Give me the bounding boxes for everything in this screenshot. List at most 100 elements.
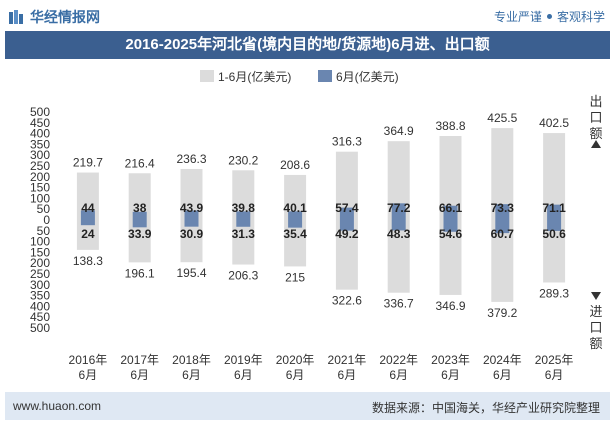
bar-cumulative-export (128, 173, 151, 220)
bar-monthly-export (132, 211, 147, 220)
x-tick-label: 6月 (493, 368, 512, 382)
bar-cumulative-import (491, 220, 514, 302)
data-label-monthly-export: 77.2 (387, 201, 411, 215)
data-label-cumulative-export: 236.3 (176, 152, 206, 166)
data-label-monthly-import: 31.3 (232, 227, 256, 241)
data-label-monthly-export: 44 (81, 201, 95, 215)
bar-cumulative-import (180, 220, 203, 263)
x-tick-label: 2023年 (431, 353, 470, 367)
down-arrow-icon (591, 292, 601, 300)
data-label-cumulative-export: 316.3 (332, 135, 362, 149)
x-tick-label: 6月 (79, 368, 98, 382)
import-axis-label: 进 (589, 304, 602, 319)
data-label-cumulative-import: 346.9 (435, 299, 465, 313)
x-tick-label: 2020年 (276, 353, 315, 367)
data-label-monthly-export: 66.1 (439, 201, 463, 215)
y-tick-label: 300 (30, 148, 50, 162)
y-tick-label: 150 (30, 245, 50, 259)
dot-icon (546, 14, 552, 19)
footer: www.huaon.com 数据来源：中国海关，华经产业研究院整理 (5, 392, 610, 420)
y-tick-label: 350 (30, 137, 50, 151)
import-axis-label: 口 (589, 320, 602, 335)
data-label-cumulative-export: 219.7 (73, 156, 103, 170)
bar-cumulative-import (76, 220, 99, 250)
bar-cumulative-import (439, 220, 462, 295)
bar-cumulative-export (543, 133, 566, 220)
y-tick-label: 350 (30, 289, 50, 303)
data-label-cumulative-export: 216.4 (125, 156, 155, 170)
bar-monthly-export (339, 207, 354, 220)
data-label-monthly-import: 54.6 (439, 227, 463, 241)
bar-monthly-import (236, 220, 251, 227)
tagline-right: 客观科学 (556, 10, 605, 24)
bar-monthly-import (80, 220, 95, 226)
y-tick-label: 100 (30, 191, 50, 205)
x-tick-label: 2024年 (483, 353, 522, 367)
x-tick-label: 2017年 (120, 353, 159, 367)
data-label-monthly-import: 24 (81, 227, 95, 241)
data-label-cumulative-import: 206.3 (228, 269, 258, 283)
x-tick-label: 6月 (338, 368, 357, 382)
bar-cumulative-export (439, 136, 462, 220)
import-axis-label: 额 (589, 336, 602, 351)
y-tick-label: 300 (30, 278, 50, 292)
bar-monthly-import (391, 220, 406, 231)
x-tick-label: 6月 (286, 368, 305, 382)
y-tick-label: 0 (43, 213, 50, 227)
x-tick-label: 6月 (182, 368, 201, 382)
legend-label-cumulative: 1-6月(亿美元) (218, 69, 291, 84)
bar-monthly-import (547, 220, 562, 231)
bar-cumulative-export (387, 141, 410, 220)
data-label-cumulative-import: 322.6 (332, 294, 362, 308)
tagline-left: 专业严谨 (493, 10, 542, 24)
y-tick-label: 450 (30, 310, 50, 324)
bar-cumulative-export (232, 170, 255, 220)
data-label-cumulative-import: 379.2 (487, 306, 517, 320)
bar-monthly-import (132, 220, 147, 228)
data-label-cumulative-export: 364.9 (384, 124, 414, 138)
data-label-monthly-export: 71.1 (542, 201, 566, 215)
bar-monthly-import (339, 220, 354, 231)
y-tick-label: 400 (30, 299, 50, 313)
y-tick-label: 500 (30, 321, 50, 335)
bar-cumulative-import (543, 220, 566, 283)
y-tick-label: 200 (30, 256, 50, 270)
bar-monthly-import (184, 220, 199, 227)
bar-cumulative-import (232, 220, 255, 265)
data-label-monthly-import: 48.3 (387, 227, 411, 241)
data-label-monthly-import: 50.6 (542, 227, 566, 241)
y-tick-label: 400 (30, 127, 50, 141)
data-label-monthly-import: 33.9 (128, 227, 152, 241)
top-bar: 华经情报网 专业严谨 客观科学 (0, 0, 615, 30)
bar-monthly-export (80, 210, 95, 220)
data-label-cumulative-import: 336.7 (384, 297, 414, 311)
bar-cumulative-import (128, 220, 151, 263)
logo-icon (9, 10, 23, 24)
legend-label-monthly: 6月(亿美元) (336, 69, 399, 84)
x-tick-label: 6月 (441, 368, 460, 382)
export-axis-label: 额 (589, 126, 602, 141)
export-axis-label: 口 (589, 110, 602, 125)
bar-monthly-import (443, 220, 458, 232)
x-tick-label: 2016年 (69, 353, 108, 367)
data-label-cumulative-export: 425.5 (487, 111, 517, 125)
chart: 1-6月(亿美元) 6月(亿美元)500450400350300250200150… (30, 69, 603, 382)
footer-source: 数据来源：中国海关，华经产业研究院整理 (371, 401, 600, 415)
x-tick-label: 6月 (130, 368, 149, 382)
y-tick-label: 500 (30, 105, 50, 119)
up-arrow-icon (591, 140, 601, 148)
legend-swatch-cumulative (200, 70, 214, 82)
bar-monthly-import (288, 220, 303, 228)
bar-monthly-export (547, 204, 562, 220)
data-label-monthly-import: 49.2 (335, 227, 359, 241)
bar-cumulative-export (335, 151, 358, 220)
bar-monthly-export (443, 205, 458, 220)
x-tick-label: 2025年 (535, 353, 574, 367)
data-label-cumulative-export: 230.2 (228, 153, 258, 167)
y-tick-label: 450 (30, 116, 50, 130)
data-label-monthly-import: 35.4 (283, 227, 307, 241)
bar-monthly-export (184, 210, 199, 220)
data-label-cumulative-import: 289.3 (539, 286, 569, 300)
x-tick-label: 6月 (234, 368, 253, 382)
